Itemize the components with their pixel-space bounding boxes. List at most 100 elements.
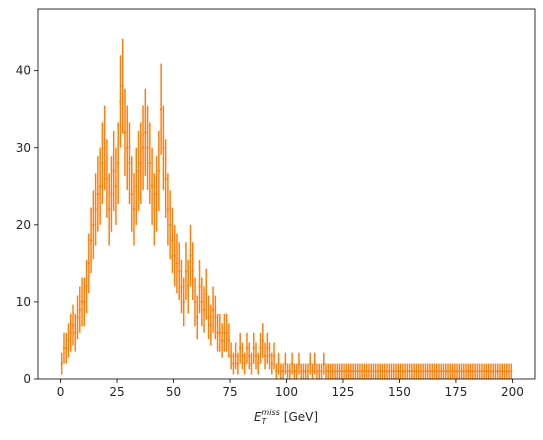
histogram-bin: [182, 277, 185, 327]
histogram-bin: [361, 363, 364, 379]
histogram-bin: [117, 122, 120, 204]
histogram-bin: [440, 363, 443, 379]
histogram-bin: [333, 363, 337, 379]
histogram-bin: [62, 332, 66, 364]
histogram-bin: [92, 190, 95, 260]
histogram-bin: [302, 363, 305, 379]
histogram-bin: [211, 286, 215, 333]
histogram-bin: [399, 363, 402, 379]
histogram-bin: [80, 277, 84, 327]
histogram-bin: [480, 363, 484, 379]
histogram-bin: [153, 173, 156, 246]
histogram-bin: [397, 363, 400, 379]
histogram-bin: [180, 259, 183, 314]
histogram-bin: [94, 173, 97, 246]
histogram-bin: [130, 156, 133, 232]
histogram-bin: [437, 363, 441, 379]
histogram-bin: [110, 156, 113, 232]
y-tick-label: 0: [23, 372, 31, 386]
histogram-bin: [370, 363, 373, 379]
histogram-bin: [374, 363, 377, 379]
histogram-bin: [327, 363, 330, 379]
histogram-bin: [483, 363, 486, 379]
histogram-bin: [261, 323, 264, 358]
histogram-bin: [476, 363, 479, 379]
histogram-bin: [234, 342, 237, 370]
histogram-bin: [505, 363, 508, 379]
histogram-bin: [318, 363, 321, 379]
histogram-bin: [254, 342, 258, 370]
histogram-bin: [198, 259, 201, 314]
histogram-bin: [60, 352, 63, 375]
histogram-bin: [383, 363, 386, 379]
histogram-bin: [105, 139, 109, 218]
histogram-bin: [272, 342, 276, 370]
x-tick-label: 25: [109, 385, 124, 399]
histogram-bin: [392, 363, 395, 379]
histogram-bin: [146, 105, 149, 190]
histogram-bin: [426, 363, 429, 379]
histogram-bin: [232, 352, 235, 375]
histogram-bin: [424, 363, 427, 379]
histogram-bin: [166, 173, 170, 246]
x-axis-label-sup: miss: [261, 408, 279, 417]
x-tick-label: 175: [444, 385, 467, 399]
histogram-bin: [157, 130, 160, 211]
histogram-bin: [415, 363, 418, 379]
histogram-bin: [139, 122, 142, 204]
histogram-bin: [230, 342, 233, 370]
histogram-bin: [135, 147, 138, 225]
histogram-bin: [184, 242, 188, 300]
histogram-bin: [458, 363, 461, 379]
histogram-bin: [159, 63, 163, 155]
histogram-bin: [193, 277, 197, 327]
histogram-bin: [358, 363, 362, 379]
histogram-bin: [162, 105, 165, 190]
histogram-bin: [189, 224, 192, 287]
histogram-bin: [250, 352, 253, 375]
histogram-bin: [403, 363, 407, 379]
y-tick-label: 20: [16, 218, 31, 232]
histogram-bin: [65, 332, 68, 364]
histogram-bin: [155, 156, 158, 232]
histogram-bin: [286, 363, 289, 379]
histogram-bin: [503, 363, 506, 379]
histogram-bin: [236, 352, 240, 375]
x-tick-label: 125: [332, 385, 355, 399]
histogram-bin: [96, 156, 99, 232]
histogram-bin: [76, 295, 79, 340]
histogram-bin: [417, 363, 420, 379]
histogram-bin: [275, 363, 278, 379]
histogram-bin: [442, 363, 445, 379]
histogram-bin: [214, 295, 217, 340]
histogram-bin: [315, 363, 319, 379]
histogram-bin: [252, 332, 255, 364]
histogram-bin: [169, 190, 172, 260]
histogram-bin: [367, 363, 371, 379]
histogram-bin: [345, 363, 348, 379]
histogram-bin: [243, 352, 246, 375]
histogram-bin: [471, 363, 475, 379]
histogram-bin: [356, 363, 359, 379]
x-tick-label: 100: [275, 385, 298, 399]
histogram-bin: [338, 363, 341, 379]
histogram-bin: [419, 363, 423, 379]
histogram-bin: [98, 147, 102, 225]
histogram-bin: [381, 363, 384, 379]
histogram-bin: [300, 363, 303, 379]
histogram-bin: [388, 363, 391, 379]
histogram-bin: [410, 363, 414, 379]
histogram-bin: [114, 147, 118, 225]
histogram-bin: [464, 363, 468, 379]
histogram-bin: [175, 233, 179, 294]
x-tick-label: 200: [501, 385, 524, 399]
histogram-bin: [205, 268, 208, 320]
histogram-bin: [245, 332, 249, 364]
histogram-bin: [363, 363, 366, 379]
histogram-bin: [324, 363, 328, 379]
histogram-bin: [277, 352, 280, 375]
histogram-bin: [422, 363, 425, 379]
histogram-bin: [510, 363, 513, 379]
histogram-bin: [376, 363, 380, 379]
